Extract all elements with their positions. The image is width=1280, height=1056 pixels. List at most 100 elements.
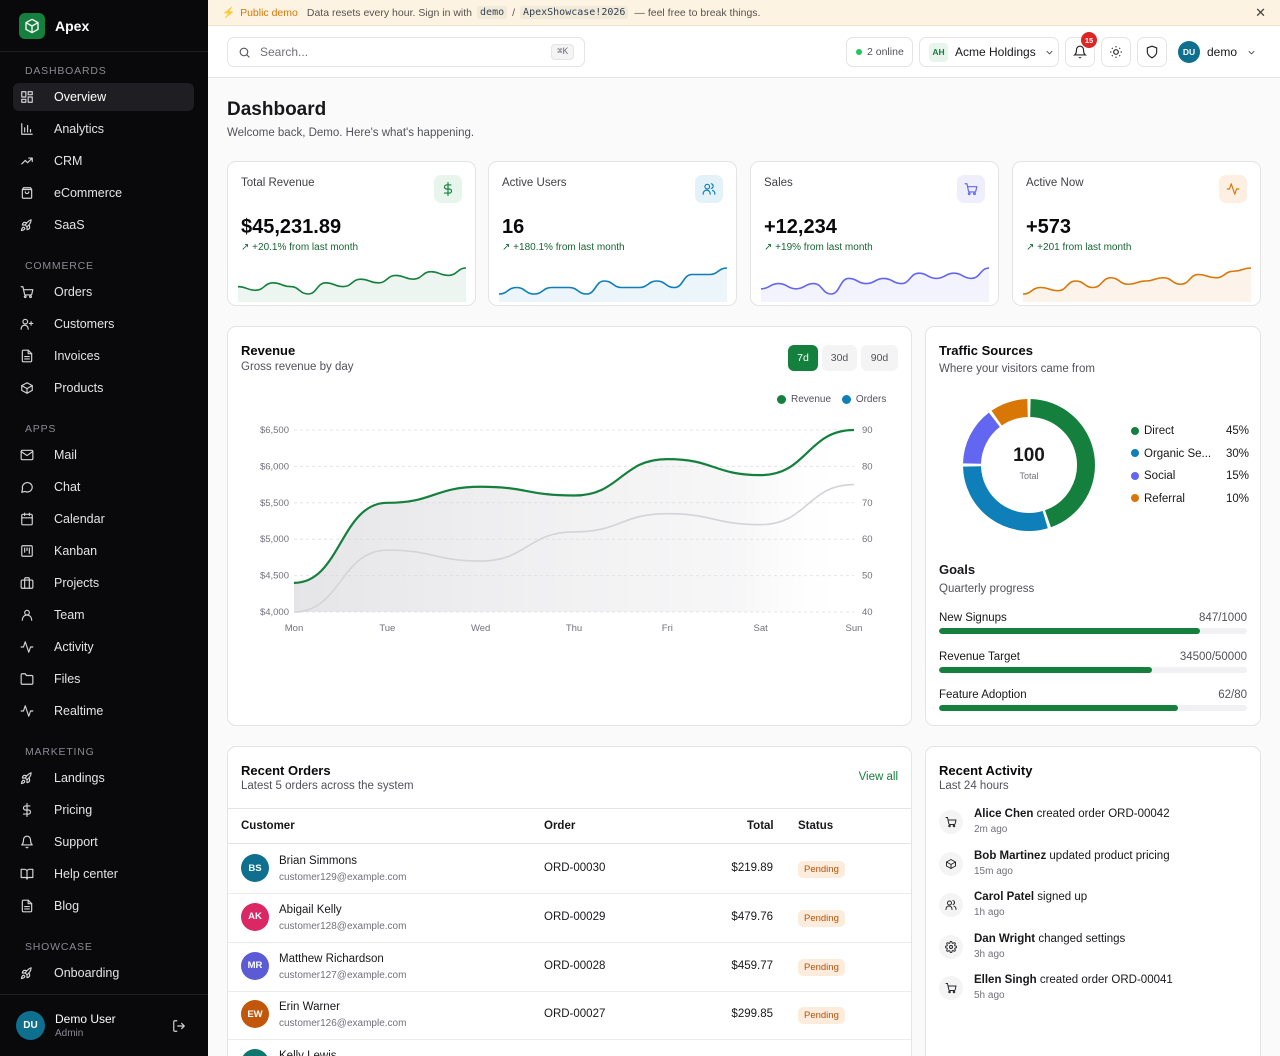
- sidebar-item-label: Realtime: [54, 704, 104, 718]
- col-total[interactable]: Total: [747, 820, 774, 832]
- view-all-link[interactable]: View all: [858, 771, 898, 783]
- activity-item[interactable]: Alice Chen created order ORD-00042 2m ago: [939, 808, 1249, 848]
- sidebar-item-files[interactable]: Files: [13, 665, 194, 693]
- range-30d-button[interactable]: 30d: [822, 345, 857, 371]
- col-order[interactable]: Order: [544, 820, 576, 832]
- sidebar-item-kanban[interactable]: Kanban: [13, 537, 194, 565]
- traffic-legend-item[interactable]: Social 15%: [1131, 470, 1249, 488]
- revenue-point[interactable]: [572, 494, 576, 498]
- sidebar-item-products[interactable]: Products: [13, 374, 194, 402]
- org-switcher[interactable]: AH Acme Holdings: [919, 37, 1059, 67]
- user-menu[interactable]: DU demo: [1178, 41, 1257, 63]
- orders-point[interactable]: [852, 483, 856, 487]
- sidebar-item-customers[interactable]: Customers: [13, 310, 194, 338]
- sidebar-item-orders[interactable]: Orders: [13, 278, 194, 306]
- table-row[interactable]: MR Matthew Richardson customer127@example.…: [228, 943, 911, 992]
- activity-item[interactable]: Ellen Singh created order ORD-00041 5h ag…: [939, 974, 1249, 1014]
- activity-time: 1h ago: [974, 907, 1005, 919]
- orders-point[interactable]: [292, 610, 296, 614]
- revenue-point[interactable]: [665, 457, 669, 461]
- donut-slice-referral[interactable]: [991, 399, 1029, 426]
- notifications-button[interactable]: 15: [1065, 32, 1097, 67]
- sidebar-item-analytics[interactable]: Analytics: [13, 115, 194, 143]
- activity-time: 15m ago: [974, 865, 1013, 877]
- sidebar-item-saas[interactable]: SaaS: [13, 211, 194, 239]
- table-row[interactable]: KL Kelly Lewis: [228, 1040, 911, 1056]
- donut-slice-direct[interactable]: [1029, 399, 1095, 528]
- table-row[interactable]: EW Erin Warner customer126@example.com ORD-…: [228, 991, 911, 1041]
- sidebar-item-overview[interactable]: Overview: [13, 83, 194, 111]
- stat-value: 16: [502, 216, 525, 238]
- customer-email: customer126@example.com: [279, 1018, 407, 1030]
- orders-point[interactable]: [572, 530, 576, 534]
- sidebar-item-invoices[interactable]: Invoices: [13, 342, 194, 370]
- col-status[interactable]: Status: [798, 820, 834, 832]
- sidebar-item-team[interactable]: Team: [13, 601, 194, 629]
- logout-icon[interactable]: [172, 1019, 186, 1036]
- sidebar-item-crm[interactable]: CRM: [13, 147, 194, 175]
- legend-orders-swatch: [841, 394, 851, 404]
- avatar[interactable]: DU: [16, 1011, 45, 1040]
- sidebar-item-help-center[interactable]: Help center: [13, 860, 194, 888]
- sidebar-item-calendar[interactable]: Calendar: [13, 505, 194, 533]
- brand[interactable]: Apex: [0, 0, 208, 52]
- brand-name: Apex: [55, 17, 90, 34]
- avatar: MR: [241, 951, 269, 980]
- activity-item[interactable]: Dan Wright changed settings 3h ago: [939, 933, 1249, 973]
- stat-card[interactable]: Active Now +573 ↗ +201 from last month: [1012, 161, 1261, 306]
- sidebar-item-label: CRM: [54, 154, 83, 168]
- orders-point[interactable]: [479, 559, 483, 563]
- orders-point[interactable]: [665, 512, 669, 516]
- activity-time: 2m ago: [974, 824, 1008, 835]
- sidebar-item-activity[interactable]: Activity: [13, 633, 194, 661]
- sidebar-item-blog[interactable]: Blog: [13, 892, 194, 920]
- stat-change-text: +19% from last month: [775, 242, 873, 253]
- stat-card[interactable]: Total Revenue $45,231.89 ↗ +20.1% from las…: [227, 161, 476, 306]
- x-tick: Wed: [471, 623, 490, 634]
- range-7d-button[interactable]: 7d: [788, 345, 818, 371]
- legend-orders[interactable]: Orders: [841, 394, 886, 405]
- sidebar-item-mail[interactable]: Mail: [13, 441, 194, 469]
- stat-card[interactable]: Active Users 16 ↗ +180.1% from last month: [488, 161, 737, 306]
- stat-card[interactable]: Sales +12,234 ↗ +19% from last month: [750, 161, 999, 306]
- legend-revenue[interactable]: Revenue: [777, 394, 831, 405]
- activity-action: created order ORD-00042: [1036, 808, 1170, 820]
- traffic-legend-item[interactable]: Direct 45%: [1131, 425, 1249, 443]
- orders-point[interactable]: [385, 548, 389, 552]
- revenue-point[interactable]: [385, 501, 389, 505]
- cart-icon: [939, 810, 963, 834]
- table-row[interactable]: AK Abigail Kelly customer128@example.com OR…: [228, 894, 911, 943]
- close-icon[interactable]: ✕: [1255, 5, 1266, 20]
- theme-toggle-button[interactable]: [1101, 37, 1131, 67]
- sidebar-item-chat[interactable]: Chat: [13, 473, 194, 501]
- revenue-point[interactable]: [292, 581, 296, 585]
- orders-point[interactable]: [759, 523, 763, 527]
- col-customer[interactable]: Customer: [241, 820, 295, 832]
- chart-legend: Revenue Orders: [777, 394, 886, 405]
- sidebar-item-landings[interactable]: Landings: [13, 764, 194, 792]
- search-input[interactable]: Search... ⌘K: [227, 37, 585, 67]
- range-90d-button[interactable]: 90d: [861, 345, 898, 371]
- customer-email: customer127@example.com: [279, 969, 407, 981]
- sidebar-item-projects[interactable]: Projects: [13, 569, 194, 597]
- sidebar-item-onboarding[interactable]: Onboarding: [13, 959, 194, 987]
- sidebar-item-realtime[interactable]: Realtime: [13, 697, 194, 725]
- sidebar-item-label: Onboarding: [54, 966, 120, 980]
- table-row[interactable]: BS Brian Simmons customer129@example.com OR…: [228, 845, 911, 894]
- sparkline-line: [760, 267, 990, 295]
- sidebar-item-support[interactable]: Support: [13, 828, 194, 856]
- traffic-legend-item[interactable]: Referral 10%: [1131, 493, 1249, 511]
- activity-item[interactable]: Carol Patel signed up 1h ago: [939, 891, 1249, 931]
- revenue-point[interactable]: [852, 428, 856, 432]
- online-indicator[interactable]: 2 online: [846, 37, 913, 67]
- sidebar-item-pricing[interactable]: Pricing: [13, 796, 194, 824]
- revenue-point[interactable]: [479, 485, 483, 489]
- sparkline-line: [1022, 267, 1252, 295]
- security-button[interactable]: [1137, 37, 1167, 67]
- donut-slice-organic-se[interactable]: [963, 465, 1048, 531]
- revenue-point[interactable]: [759, 473, 763, 477]
- sidebar-item-ecommerce[interactable]: eCommerce: [13, 179, 194, 207]
- activity-item[interactable]: Bob Martinez updated product pricing 15m …: [939, 850, 1249, 890]
- donut-slice-social[interactable]: [963, 412, 1001, 465]
- traffic-legend-item[interactable]: Organic Se... 30%: [1131, 448, 1249, 466]
